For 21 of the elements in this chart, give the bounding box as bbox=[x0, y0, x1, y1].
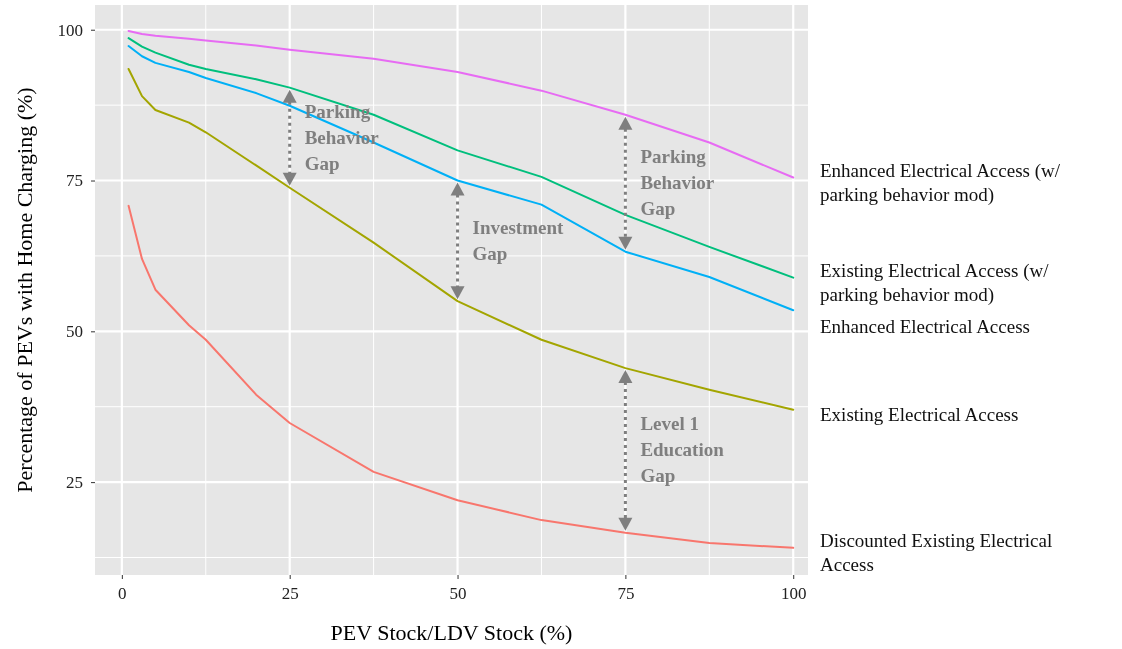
line-series bbox=[127, 204, 795, 549]
x-axis-title: PEV Stock/LDV Stock (%) bbox=[330, 620, 573, 645]
y-tick-label: 100 bbox=[57, 20, 83, 40]
annotation: Investment Gap bbox=[472, 216, 564, 264]
series-label: Existing Electrical Access (w/ parking behavior mod) bbox=[820, 259, 1050, 306]
x-tick-label: 75 bbox=[617, 584, 635, 604]
series-label: Existing Electrical Access bbox=[820, 403, 1019, 425]
y-axis-title: Percentage of PEVs with Home Charging (%) bbox=[12, 87, 37, 493]
line-series bbox=[127, 67, 795, 411]
annotation: Parking Behavior Gap bbox=[640, 146, 715, 220]
y-tick-label: 50 bbox=[66, 322, 83, 342]
x-tick-label: 25 bbox=[281, 584, 299, 604]
x-tick-label: 100 bbox=[780, 584, 807, 604]
y-tick-label: 25 bbox=[66, 473, 83, 493]
series-label: Enhanced Electrical Access bbox=[820, 315, 1030, 337]
y-tick-label: 75 bbox=[66, 171, 83, 191]
x-tick-label: 0 bbox=[118, 584, 127, 604]
series-label: Enhanced Electrical Access (w/ parking behavior mod) bbox=[820, 159, 1061, 206]
series-label: Discounted Existing Electrical Access bbox=[820, 529, 1053, 575]
x-tick-label: 50 bbox=[449, 584, 467, 604]
annotation: Level 1 Education Gap bbox=[640, 413, 725, 487]
